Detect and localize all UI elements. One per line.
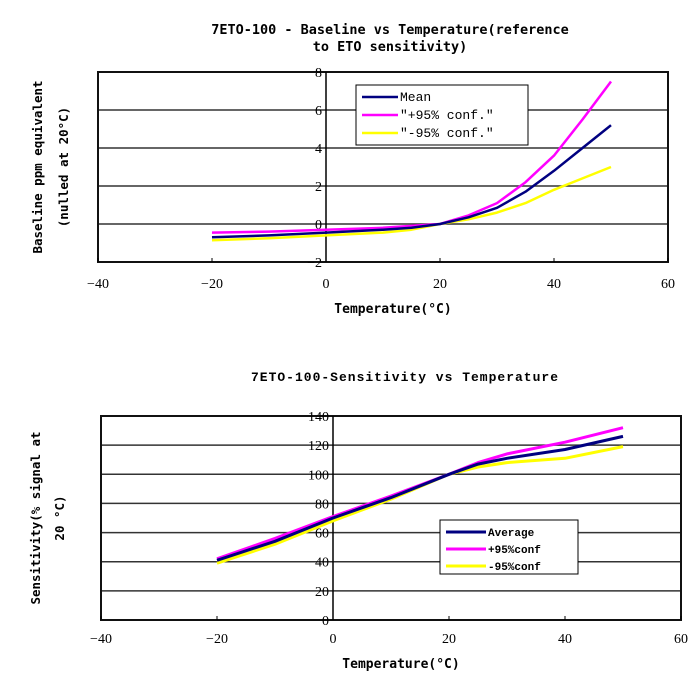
chart2-x-tick-label: 20: [442, 632, 456, 647]
chart2-y-tick-label: 100: [308, 468, 329, 483]
chart2-title: 7ETO-100-Sensitivity vs Temperature: [250, 370, 560, 385]
chart1-x-axis-label: Temperature(°C): [334, 302, 451, 317]
chart1-y-tick-label: 6: [315, 104, 322, 119]
chart1-legend-label: "-95% conf.": [400, 126, 494, 141]
chart1-y-axis-label: (nulled at 20°C): [56, 107, 71, 227]
chart2-x-tick-label: −40: [90, 632, 112, 647]
chart1-x-tick-label: 40: [547, 277, 561, 292]
chart1-y-tick-label: 4: [315, 142, 322, 157]
chart1-plot-frame: [97, 71, 669, 263]
chart2-y-tick-label: 80: [315, 497, 329, 512]
chart2-legend-label: +95%conf: [488, 545, 541, 557]
chart2-y-tick-label: 140: [308, 410, 329, 425]
chart2-y-axis-label: 20 °C): [52, 495, 67, 540]
chart1-x-tick-label: −40: [87, 277, 109, 292]
chart2-y-tick-label: 40: [315, 556, 329, 571]
chart1-x-tick-label: −20: [201, 277, 223, 292]
chart2-x-tick-label: −20: [206, 632, 228, 647]
chart1-title: 7ETO-100 - Baseline vs Temperature(refer…: [211, 22, 569, 55]
chart1-y-tick-label: 0: [315, 218, 322, 233]
chart2-y-tick-label: 0: [322, 614, 329, 629]
chart1-series-line-0: [211, 124, 612, 239]
chart1-x-tick-label: 0: [323, 277, 330, 292]
chart1-legend-label: "+95% conf.": [400, 108, 494, 123]
chart1-y-axis-label: Baseline ppm equivalent: [30, 80, 45, 253]
chart2-legend-label: -95%conf: [488, 562, 541, 574]
chart2-x-axis-label: Temperature(°C): [342, 657, 459, 672]
chart2-x-tick-label: 0: [330, 632, 337, 647]
chart1-y-tick-label: 8: [315, 66, 322, 81]
chart2-y-tick-label: 60: [315, 527, 329, 542]
chart2-plot-frame: [100, 415, 682, 621]
chart2-y-tick-label: 120: [308, 439, 329, 454]
chart1-x-tick-label: 60: [661, 277, 675, 292]
chart2-series-line-0: [216, 434, 624, 562]
chart2-legend-label: Average: [488, 528, 535, 540]
chart2-x-tick-label: 40: [558, 632, 572, 647]
chart1-x-tick-label: 20: [433, 277, 447, 292]
chart1-series-line-2: [211, 165, 612, 242]
chart2-y-tick-label: 20: [315, 585, 329, 600]
chart2-y-axis-label: Sensitivity(% signal at: [28, 431, 43, 604]
chart1-legend-label: Mean: [400, 90, 431, 105]
chart1-y-tick-label: 2: [315, 180, 322, 195]
chart2-x-tick-label: 60: [674, 632, 688, 647]
chart1-y-tick-label: −2: [307, 256, 322, 271]
